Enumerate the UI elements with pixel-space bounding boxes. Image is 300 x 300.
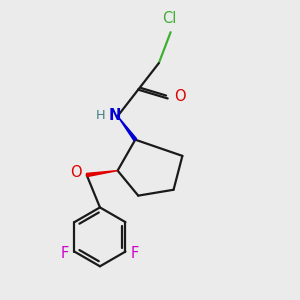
- Text: O: O: [70, 165, 81, 180]
- Text: F: F: [131, 246, 139, 261]
- Text: F: F: [61, 246, 69, 261]
- Text: H: H: [96, 109, 105, 122]
- Text: Cl: Cl: [162, 11, 176, 26]
- Polygon shape: [86, 171, 118, 177]
- Polygon shape: [118, 116, 136, 141]
- Text: O: O: [174, 89, 186, 104]
- Text: N: N: [109, 108, 121, 123]
